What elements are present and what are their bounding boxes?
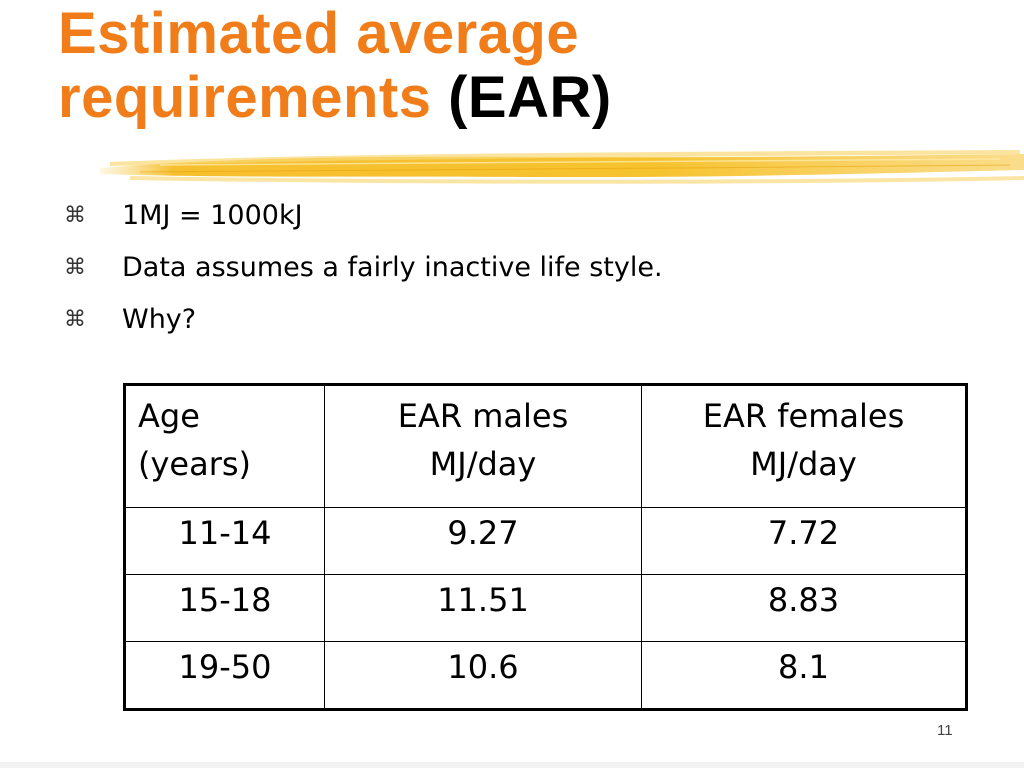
- title-line-1: Estimated average: [58, 1, 580, 66]
- slide-title: Estimated average requirements (EAR): [58, 2, 612, 130]
- command-key-icon: ⌘: [64, 307, 86, 332]
- cell-age: 11-14: [124, 507, 325, 575]
- header-age: Age (years): [124, 384, 325, 508]
- cell-ear-males: 10.6: [324, 641, 642, 710]
- bullet-text: 1MJ = 1000kJ: [122, 200, 303, 231]
- footer-divider: [0, 762, 1024, 768]
- cell-age: 19-50: [124, 641, 325, 710]
- table-row: 15-18 11.51 8.83: [124, 574, 967, 642]
- cell-ear-females: 8.1: [641, 641, 967, 710]
- header-males-line-1: EAR males: [397, 397, 569, 435]
- ear-table: Age (years) EAR males MJ/day EAR females…: [123, 383, 968, 711]
- bullet-text: Data assumes a fairly inactive life styl…: [122, 252, 663, 283]
- header-males-line-2: MJ/day: [429, 445, 537, 483]
- highlighter-brush-stroke: [100, 150, 1024, 184]
- command-key-icon: ⌘: [64, 255, 86, 280]
- header-females-line-1: EAR females: [702, 397, 905, 435]
- cell-age: 15-18: [124, 574, 325, 642]
- header-females-line-2: MJ/day: [750, 445, 857, 483]
- command-key-icon: ⌘: [64, 203, 86, 228]
- cell-ear-males: 11.51: [324, 574, 642, 642]
- header-age-line-1: Age: [138, 397, 200, 435]
- header-ear-males: EAR males MJ/day: [324, 384, 642, 508]
- header-age-line-2: (years): [138, 445, 252, 483]
- title-suffix: (EAR): [448, 65, 612, 130]
- cell-ear-females: 7.72: [641, 507, 967, 575]
- header-ear-females: EAR females MJ/day: [641, 384, 967, 508]
- table-header-row: Age (years) EAR males MJ/day EAR females…: [124, 384, 967, 508]
- title-line-2: requirements: [58, 65, 432, 130]
- bullet-text: Why?: [122, 304, 197, 335]
- cell-ear-males: 9.27: [324, 507, 642, 575]
- table-row: 19-50 10.6 8.1: [124, 641, 967, 710]
- table-row: 11-14 9.27 7.72: [124, 507, 967, 575]
- page-number: 11: [937, 722, 953, 739]
- cell-ear-females: 8.83: [641, 574, 967, 642]
